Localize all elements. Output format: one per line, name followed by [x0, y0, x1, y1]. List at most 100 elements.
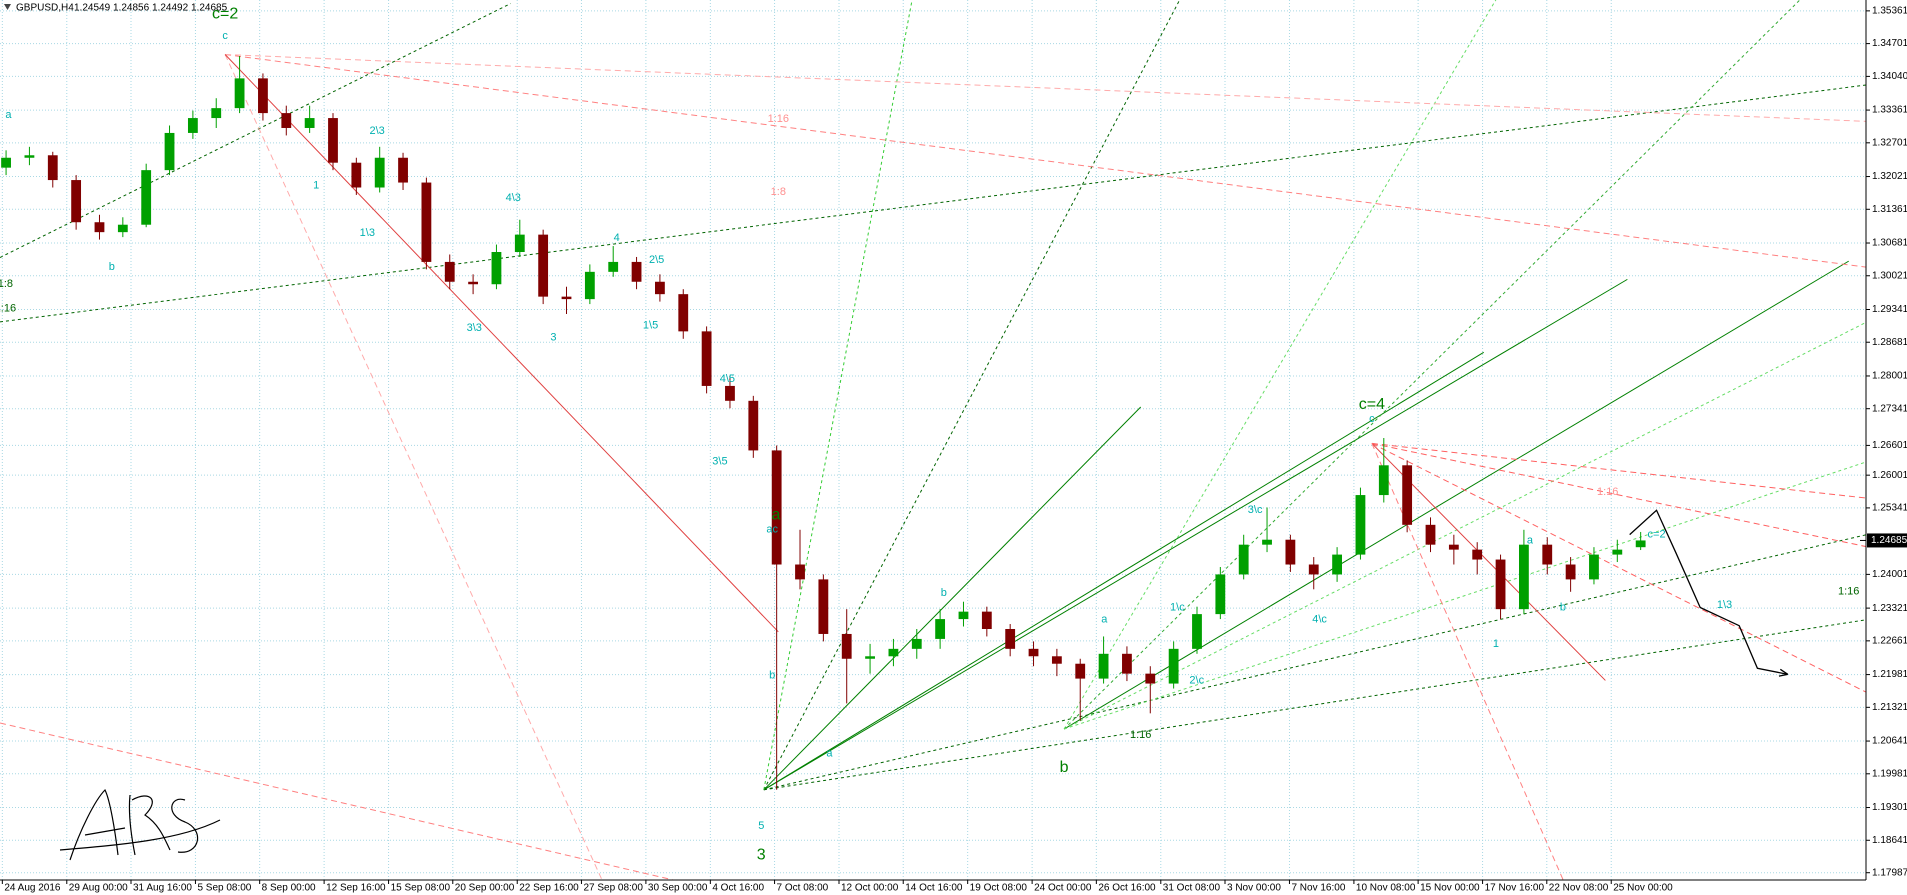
trend-line	[763, 619, 1866, 791]
wave-label: 1:16	[1838, 586, 1859, 598]
wave-label: b	[1060, 759, 1069, 776]
x-tick-label: 22 Nov 08:00	[1549, 883, 1609, 894]
candle-body	[234, 78, 245, 109]
candle-body	[47, 155, 58, 181]
wave-label: 1\3	[360, 227, 375, 239]
candle-body	[1028, 648, 1039, 657]
trend-line	[1063, 321, 1866, 730]
x-tick-label: 7 Oct 08:00	[777, 883, 829, 894]
y-tick-label: 1.21321	[1872, 702, 1907, 713]
x-tick-label: 26 Oct 16:00	[1098, 883, 1156, 894]
x-tick-label: 5 Sep 08:00	[197, 883, 251, 894]
wave-label: c=2	[212, 6, 238, 23]
wave-label: 1\c	[1170, 601, 1185, 613]
candle-body	[1098, 653, 1109, 679]
x-tick-label: 12 Oct 00:00	[841, 883, 899, 894]
wave-label: 3\5	[712, 456, 727, 468]
candle-body	[1238, 544, 1249, 575]
trend-line	[1063, 260, 1849, 730]
y-tick-label: 1.34040	[1872, 71, 1907, 82]
trend-line	[763, 0, 1181, 791]
wave-label: 4\3	[506, 192, 521, 204]
candle-body	[24, 155, 35, 158]
trend-line	[1063, 0, 1801, 730]
wave-label: 4\5	[720, 373, 735, 385]
y-tick-label: 1.30681	[1872, 238, 1907, 249]
wave-label: 2\c	[1189, 674, 1204, 686]
y-tick-label: 1.25341	[1872, 503, 1907, 514]
candle-body	[1051, 656, 1062, 664]
candle-body	[701, 331, 712, 386]
trend-line	[763, 278, 1628, 791]
y-tick-label: 1.23321	[1872, 603, 1907, 614]
candle-body	[608, 261, 619, 272]
candle-body	[1472, 549, 1483, 560]
current-price-box	[1867, 533, 1907, 548]
candle-body	[865, 656, 875, 659]
candle-body	[351, 162, 362, 188]
wave-label: b	[1560, 601, 1566, 613]
candle-body	[1308, 564, 1319, 575]
candle-body	[678, 294, 689, 332]
x-tick-label: 10 Nov 08:00	[1356, 883, 1416, 894]
y-tick-label: 1.32021	[1872, 171, 1907, 182]
y-tick-label: 1.26601	[1872, 440, 1907, 451]
x-tick-label: 31 Aug 16:00	[133, 883, 192, 894]
x-tick-label: 19 Oct 08:00	[970, 883, 1028, 894]
candle-body	[1285, 539, 1296, 565]
candle-body	[141, 170, 152, 225]
candle-body	[71, 180, 82, 223]
candle-body	[211, 108, 222, 119]
candle-body	[1145, 673, 1156, 684]
x-tick-label: 15 Nov 00:00	[1420, 883, 1480, 894]
forecast-path	[1629, 509, 1788, 675]
x-tick-label: 14 Oct 16:00	[905, 883, 963, 894]
trend-line	[763, 534, 1866, 791]
wave-label: a	[772, 506, 781, 523]
candle-body	[491, 251, 502, 285]
x-tick-label: 25 Nov 00:00	[1613, 883, 1673, 894]
candles	[1, 56, 1646, 790]
trend-line	[0, 722, 676, 880]
wave-label: a	[826, 747, 833, 759]
candle-body	[1262, 539, 1272, 545]
wave-label: ac	[766, 524, 778, 536]
candle-body	[1355, 495, 1366, 555]
x-tick-label: 27 Sep 08:00	[583, 883, 643, 894]
candle-body	[911, 638, 922, 649]
y-tick-label: 1.18641	[1872, 835, 1907, 846]
wave-label: 1:16	[1130, 729, 1151, 741]
candle-body	[631, 261, 642, 282]
low-price: 1.24492	[152, 3, 189, 14]
trend-line	[1371, 442, 1866, 499]
candle-body	[1542, 544, 1553, 565]
x-tick-label: 24 Oct 00:00	[1034, 883, 1092, 894]
candle-body	[1448, 544, 1459, 550]
wave-label: 1:8	[0, 278, 13, 290]
wave-label: 3	[757, 847, 766, 864]
y-tick-label: 1.28681	[1872, 337, 1907, 348]
y-tick-label: 1.34701	[1872, 38, 1907, 49]
wave-label: c=2	[1648, 529, 1666, 541]
candle-body	[421, 182, 432, 262]
trend-line	[1371, 442, 1866, 548]
y-tick-label: 1.19981	[1872, 768, 1907, 779]
candle-body	[328, 118, 338, 163]
wave-label: 3\3	[467, 322, 482, 334]
candle-body	[1402, 465, 1413, 525]
trend-line	[225, 54, 1866, 268]
x-tick-label: 3 Nov 00:00	[1227, 883, 1281, 894]
wave-label: 1\5	[643, 319, 658, 331]
candle-body	[1519, 544, 1529, 610]
wave-label: c	[222, 30, 228, 42]
wave-label: 4	[614, 232, 620, 244]
symbol: GBPUSD,H4	[16, 3, 74, 14]
candle-body	[1005, 628, 1016, 649]
candle-body	[258, 78, 268, 114]
x-tick-label: 29 Aug 00:00	[69, 883, 128, 894]
candle-body	[514, 234, 525, 252]
trend-line	[225, 54, 1866, 122]
candle-body	[771, 450, 782, 565]
candle-body	[981, 611, 992, 629]
